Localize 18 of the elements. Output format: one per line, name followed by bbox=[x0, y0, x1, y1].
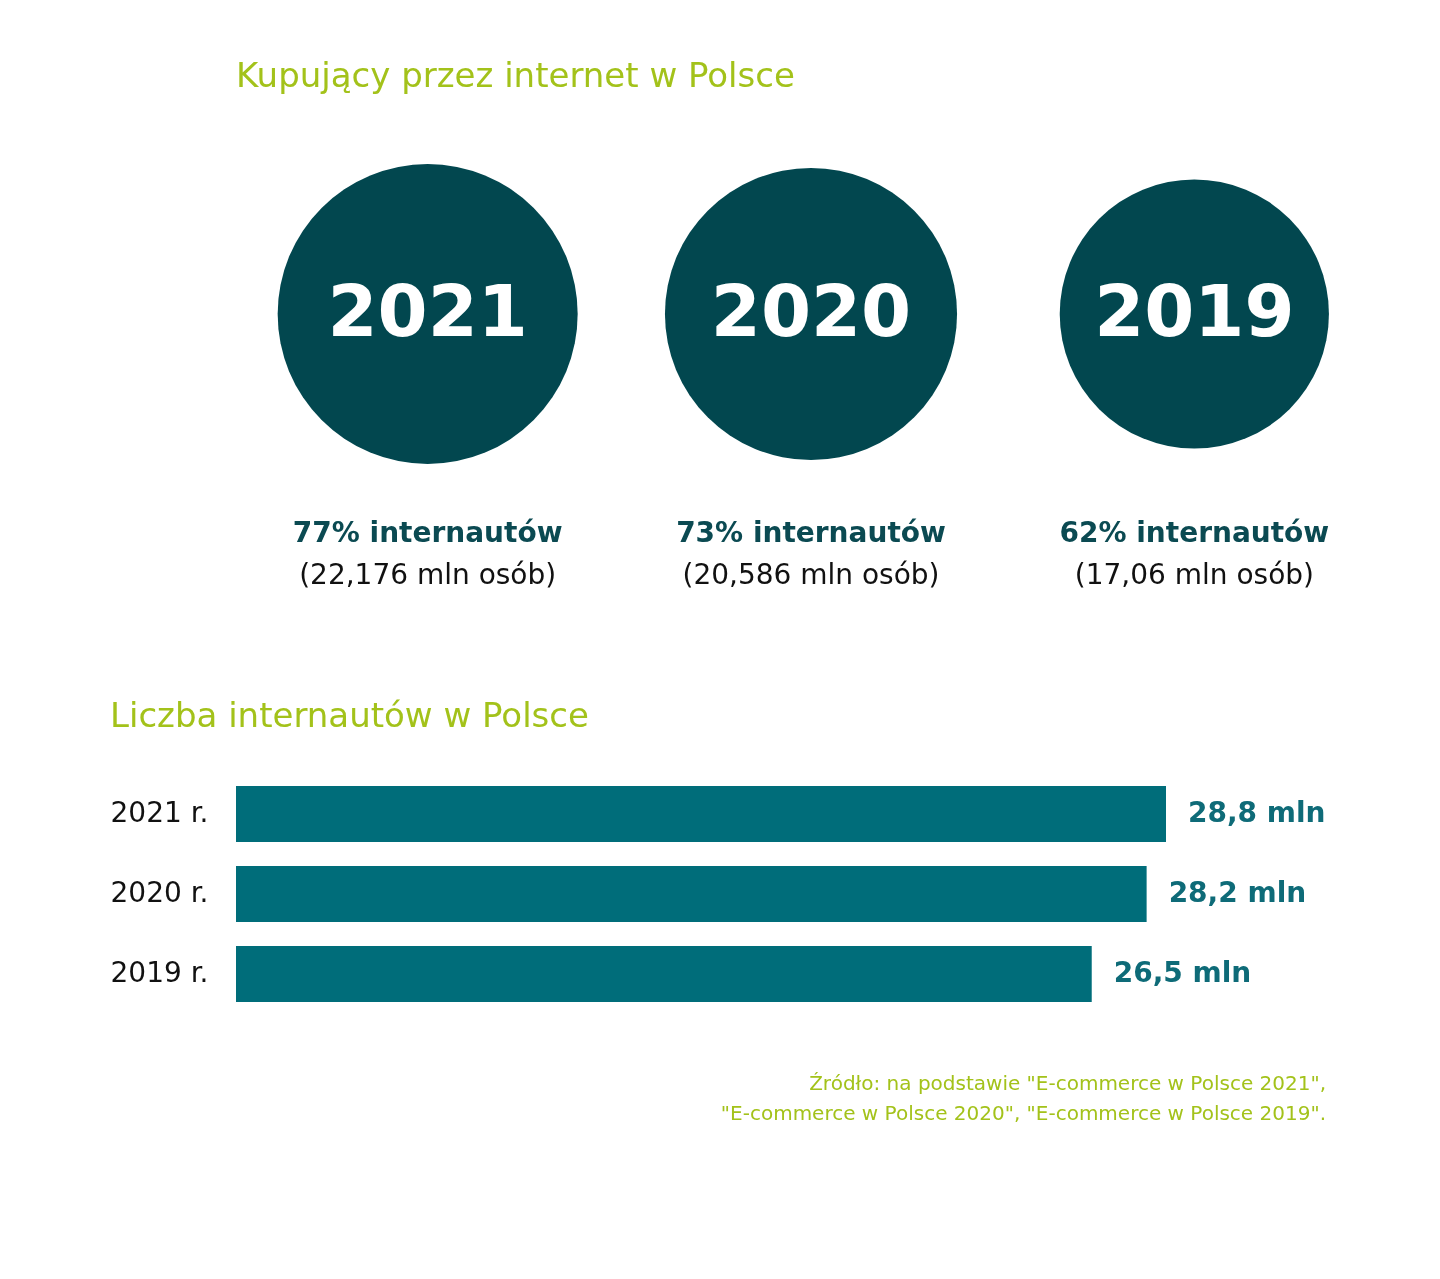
y-tick-label: 2020 r. bbox=[110, 876, 209, 909]
text: (17,06 mln osób) bbox=[1074, 558, 1314, 591]
category-label: 2020 bbox=[710, 269, 912, 353]
y-tick-label: 2019 r. bbox=[110, 956, 209, 989]
text: (22,176 mln osób) bbox=[299, 558, 557, 591]
data-label: 26,5 mln bbox=[1113, 956, 1252, 989]
chart-title: Liczba internautów w Polsce bbox=[110, 695, 589, 735]
data-label: 73% internautów bbox=[676, 516, 946, 549]
y-tick-label: 2021 r. bbox=[110, 796, 209, 829]
data-label: 62% internautów bbox=[1059, 516, 1330, 549]
category-label: 2021 bbox=[327, 269, 528, 353]
data-label: 28,8 mln bbox=[1188, 796, 1326, 829]
data-label: 77% internautów bbox=[292, 516, 563, 549]
text: Źródło: na podstawie "E-commerce w Polsce 2021", "E-commerce w Polsce 2020", "E-commerce w Polsce 2019". bbox=[720, 1071, 1326, 1125]
text: Kupujący przez internet w Polsce bbox=[236, 55, 795, 95]
text: (20,586 mln osób) bbox=[682, 558, 940, 591]
data-label: 28,2 mln bbox=[1168, 876, 1307, 909]
category-label: 2019 bbox=[1094, 269, 1295, 353]
